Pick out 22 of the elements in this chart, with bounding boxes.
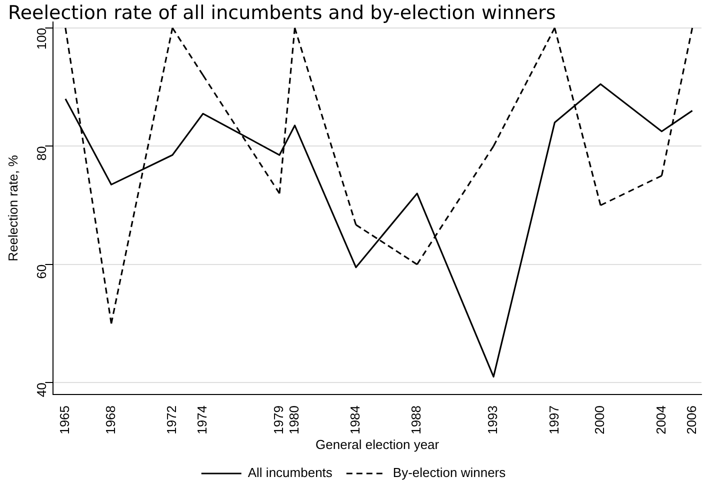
chart-title: Reelection rate of all incumbents and by-election winners	[8, 2, 556, 24]
y-tick-label: 80	[34, 146, 49, 161]
legend-label: All incumbents	[248, 465, 333, 480]
y-axis-title: Reelection rate, %	[5, 154, 20, 262]
legend-label: By-election winners	[392, 465, 506, 480]
x-axis-title: General election year	[316, 436, 440, 452]
x-tick-label: 1979	[271, 405, 286, 434]
x-tick-label: 2000	[592, 405, 608, 434]
x-tick-label: 1993	[485, 405, 500, 434]
x-tick-label: 1968	[102, 405, 118, 434]
x-tick-label: 1980	[286, 405, 302, 434]
x-tick-label: 1972	[164, 405, 180, 434]
y-tick-label: 40	[34, 382, 49, 398]
x-tick-label: 1974	[194, 405, 210, 434]
y-tick-label: 60	[34, 264, 49, 279]
x-tick-label: 1984	[348, 405, 363, 434]
x-tick-label: 2006	[684, 405, 699, 434]
x-tick-label: 2004	[653, 405, 668, 434]
x-tick-label: 1965	[57, 405, 72, 434]
y-tick-label: 100	[34, 28, 49, 50]
x-tick-label: 1997	[546, 405, 562, 434]
x-tick-label: 1988	[408, 405, 424, 434]
